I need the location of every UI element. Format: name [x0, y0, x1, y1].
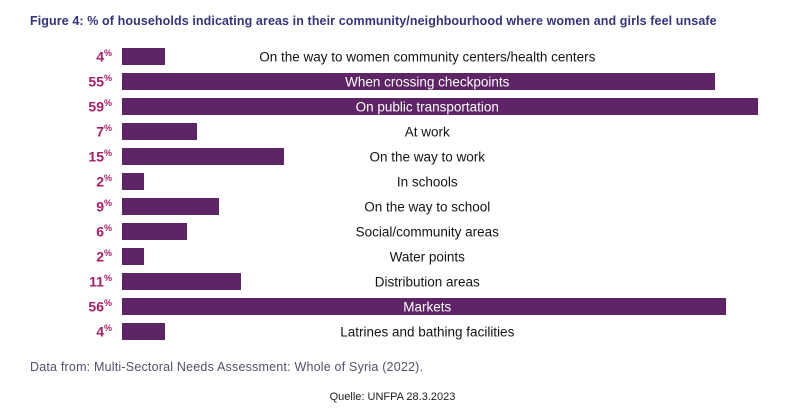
bar-value-label: 15% — [88, 148, 112, 165]
chart-row: 4% On the way to women community centers… — [30, 44, 770, 69]
bar-value-label: 59% — [88, 98, 112, 115]
category-label: When crossing checkpoints — [345, 73, 510, 89]
chart-row: 11% Distribution areas — [30, 269, 770, 294]
source-caption: Quelle: UNFPA 28.3.2023 — [329, 391, 456, 403]
bar-track: Distribution areas — [122, 273, 758, 290]
chart-title: Figure 4: % of households indicating are… — [30, 14, 717, 28]
chart-row: 15% On the way to work — [30, 144, 770, 169]
bar-track: Social/community areas — [122, 223, 758, 240]
category-label: On the way to women community centers/he… — [259, 48, 596, 64]
bar — [122, 223, 187, 240]
chart-row: 6% Social/community areas — [30, 219, 770, 244]
bar — [122, 173, 144, 190]
bar-value-label: 2% — [96, 248, 112, 265]
bar — [122, 48, 166, 65]
bar-track: On public transportation — [122, 98, 758, 115]
chart-row: 2% Water points — [30, 244, 770, 269]
source-note: Data from: Multi-Sectoral Needs Assessme… — [30, 360, 424, 374]
category-label: Water points — [389, 248, 465, 264]
category-label: Distribution areas — [374, 273, 480, 289]
bar-track: In schools — [122, 173, 758, 190]
bar — [122, 123, 198, 140]
bar-value-label: 6% — [96, 223, 112, 240]
bar-value-label: 9% — [96, 198, 112, 215]
bar-value-label: 2% — [96, 173, 112, 190]
bar-track: Water points — [122, 248, 758, 265]
category-label: Social/community areas — [355, 223, 499, 239]
bar — [122, 148, 284, 165]
chart-row: 2% In schools — [30, 169, 770, 194]
category-label: Latrines and bathing facilities — [340, 323, 515, 339]
category-label: At work — [404, 123, 450, 139]
category-label: On the way to work — [369, 148, 486, 164]
bar — [122, 98, 758, 115]
bar-track: On the way to work — [122, 148, 758, 165]
bar — [122, 298, 726, 315]
bar — [122, 73, 715, 90]
chart-row: 59% On public transportation — [30, 94, 770, 119]
bar-value-label: 11% — [89, 273, 112, 290]
bar-track: Markets — [122, 298, 758, 315]
category-label: In schools — [396, 173, 458, 189]
bar-value-label: 4% — [96, 48, 112, 65]
bar-track: Latrines and bathing facilities — [122, 323, 758, 340]
bar-value-label: 7% — [96, 123, 112, 140]
bar — [122, 323, 166, 340]
bar-value-label: 56% — [88, 298, 112, 315]
bar — [122, 198, 220, 215]
chart-row: 55% When crossing checkpoints — [30, 69, 770, 94]
category-label: On public transportation — [355, 98, 499, 114]
bar-track: When crossing checkpoints — [122, 73, 758, 90]
chart-row: 9% On the way to school — [30, 194, 770, 219]
chart-rows: 4% On the way to women community centers… — [30, 44, 770, 344]
bar — [122, 273, 241, 290]
bar — [122, 248, 144, 265]
chart-row: 7% At work — [30, 119, 770, 144]
category-label: Markets — [403, 298, 452, 314]
bar-value-label: 55% — [88, 73, 112, 90]
bar-track: At work — [122, 123, 758, 140]
bar-track: On the way to women community centers/he… — [122, 48, 758, 65]
category-label: On the way to school — [364, 198, 491, 214]
chart-row: 4% Latrines and bathing facilities — [30, 319, 770, 344]
bar-value-label: 4% — [96, 323, 112, 340]
chart-row: 56% Markets — [30, 294, 770, 319]
bar-track: On the way to school — [122, 198, 758, 215]
